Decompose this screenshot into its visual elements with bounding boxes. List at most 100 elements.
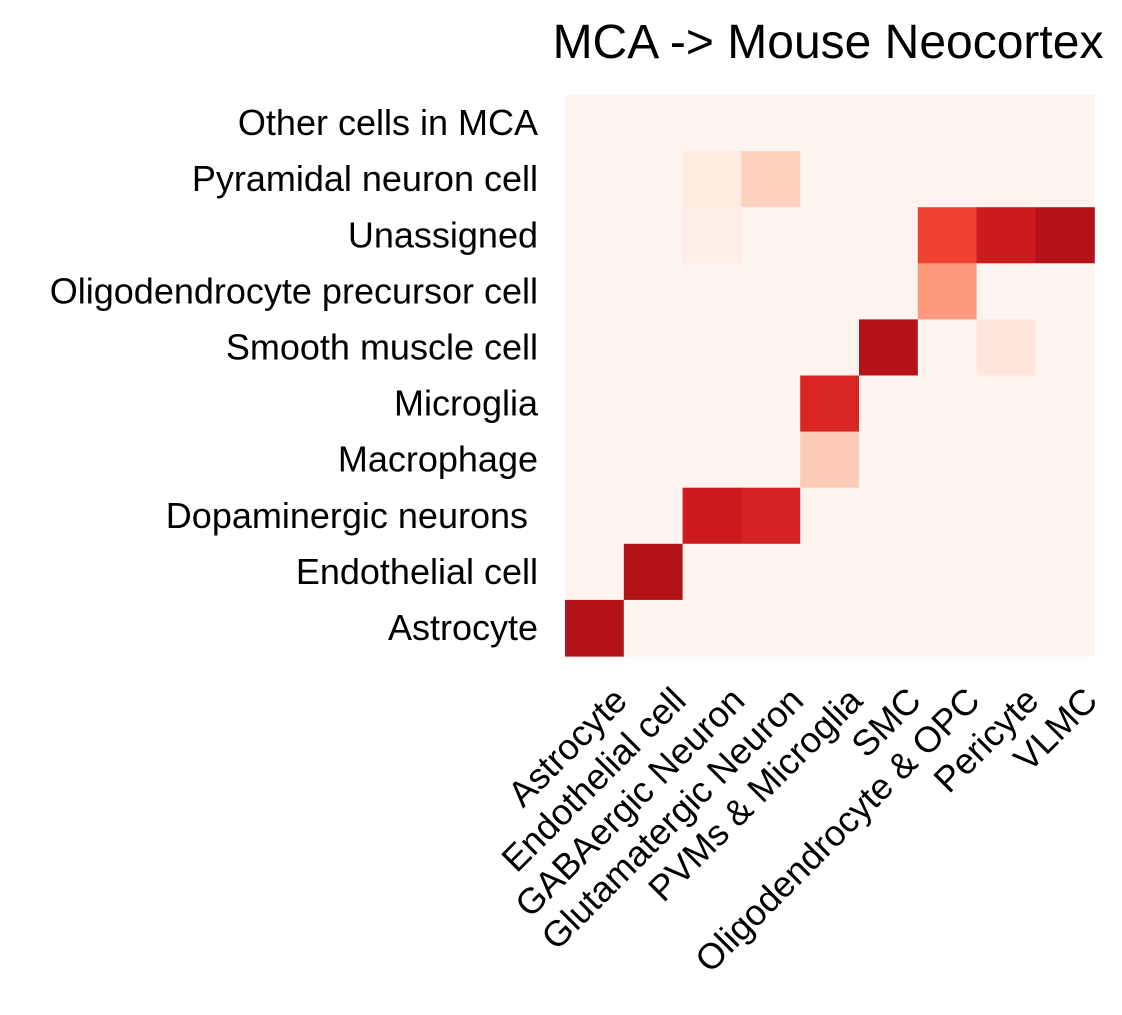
heatmap-cell (623, 543, 684, 601)
heatmap-cell (741, 487, 801, 545)
heatmap-cell (1035, 487, 1095, 545)
heatmap-cell (976, 207, 1036, 264)
y-tick-label: Pyramidal neuron cell (192, 158, 538, 199)
heatmap-cell (682, 431, 742, 489)
heatmap-cell (976, 599, 1036, 657)
y-tick-label: Unassigned (348, 214, 538, 255)
heatmap-cell (1035, 543, 1095, 601)
heatmap-cell (976, 151, 1036, 208)
heatmap-cell (741, 319, 801, 377)
heatmap-cell (800, 431, 860, 489)
heatmap-cell (859, 319, 919, 377)
heatmap-cell (682, 375, 742, 433)
heatmap-cell (1035, 207, 1095, 264)
heatmap-cell (565, 599, 625, 657)
heatmap-cell (565, 487, 625, 545)
heatmap-cell (682, 207, 742, 264)
heatmap-cell (800, 375, 860, 433)
y-tick-label: Smooth muscle cell (226, 326, 538, 367)
y-tick-label: Dopaminergic neurons (166, 495, 538, 536)
heatmap-cell (682, 263, 742, 320)
heatmap-cell (1035, 319, 1095, 377)
y-tick-label: Endothelial cell (296, 551, 538, 592)
heatmap-cell (917, 375, 978, 433)
heatmap-cell (1035, 263, 1095, 320)
y-tick-labels: Other cells in MCA Pyramidal neuron cell U… (50, 102, 539, 648)
heatmap-cell (976, 543, 1036, 601)
heatmap-cell (859, 375, 919, 433)
heatmap-cell (623, 319, 684, 377)
heatmap-cell (682, 151, 742, 208)
heatmap-cell (682, 95, 742, 152)
heatmap-cell (682, 487, 742, 545)
heatmap-cell (565, 375, 625, 433)
heatmap-cell (976, 95, 1036, 152)
heatmap-cell (976, 487, 1036, 545)
heatmap-cell (917, 207, 978, 264)
heatmap-cell (1035, 95, 1095, 152)
heatmap-cell (623, 151, 684, 208)
y-tick-label: Astrocyte (388, 607, 538, 648)
heatmap-cell (859, 95, 919, 152)
heatmap-cell (917, 319, 978, 377)
heatmap-cell (623, 431, 684, 489)
heatmap-cell (565, 543, 625, 601)
heatmap-cell (976, 319, 1036, 377)
heatmap-cell (1035, 151, 1095, 208)
heatmap-cell (917, 543, 978, 601)
heatmap-cell (800, 263, 860, 320)
heatmap-cell (623, 207, 684, 264)
heatmap-cell (800, 207, 860, 264)
heatmap-cell (976, 263, 1036, 320)
heatmap-cell (859, 431, 919, 489)
heatmap-cell (682, 543, 742, 601)
heatmap-cell (859, 151, 919, 208)
heatmap-cell (741, 599, 801, 657)
heatmap-cell (859, 487, 919, 545)
heatmap-cell (741, 263, 801, 320)
heatmap-cell (565, 95, 625, 152)
heatmap-cell (800, 543, 860, 601)
heatmap-cell (682, 319, 742, 377)
chart-title: MCA -> Mouse Neocortex (553, 16, 1104, 69)
heatmap-cell (1035, 375, 1095, 433)
heatmap-cell (741, 543, 801, 601)
heatmap-cell (917, 95, 978, 152)
heatmap-cell (859, 263, 919, 320)
heatmap-cells (565, 95, 1095, 657)
heatmap-cell (623, 599, 684, 657)
heatmap-cell (800, 95, 860, 152)
heatmap-cell (623, 263, 684, 320)
heatmap-cell (565, 319, 625, 377)
heatmap-cell (741, 431, 801, 489)
heatmap-cell (917, 431, 978, 489)
heatmap-cell (917, 487, 978, 545)
heatmap-cell (623, 95, 684, 152)
heatmap-cell (1035, 431, 1095, 489)
heatmap-cell (917, 151, 978, 208)
heatmap-cell (800, 319, 860, 377)
heatmap-cell (859, 543, 919, 601)
y-tick-label: Macrophage (338, 439, 538, 480)
y-tick-label: Oligodendrocyte precursor cell (50, 270, 538, 311)
heatmap-cell (741, 151, 801, 208)
heatmap-cell (623, 375, 684, 433)
heatmap-cell (917, 263, 978, 320)
heatmap-cell (800, 487, 860, 545)
heatmap-cell (741, 375, 801, 433)
heatmap-cell (859, 207, 919, 264)
heatmap-cell (682, 599, 742, 657)
heatmap-cell (741, 207, 801, 264)
heatmap-cell (800, 599, 860, 657)
heatmap-cell (623, 487, 684, 545)
heatmap-cell (859, 599, 919, 657)
heatmap-cell (565, 207, 625, 264)
heatmap-cell (741, 95, 801, 152)
heatmap-cell (800, 151, 860, 208)
heatmap-cell (917, 599, 978, 657)
heatmap-cell (976, 431, 1036, 489)
y-tick-label: Other cells in MCA (238, 102, 538, 143)
y-tick-label: Microglia (394, 383, 539, 424)
